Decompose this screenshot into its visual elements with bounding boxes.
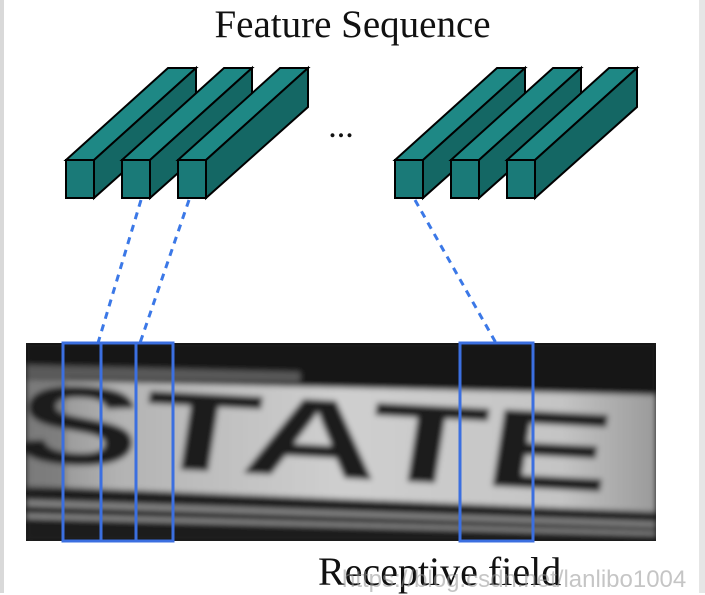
mapping-line-n [413, 199, 498, 344]
sign-lettering: STATE [4, 360, 623, 516]
right-edge-strip [699, 0, 705, 593]
feature-column-n-2 [392, 65, 528, 201]
mapping-line-2 [138, 199, 191, 344]
text-image: STATE [4, 343, 656, 541]
feature-column-n [504, 65, 640, 201]
feature-column-3 [175, 65, 311, 201]
receptive-field-box-3 [134, 341, 175, 543]
left-edge-strip [0, 0, 4, 593]
sequence-ellipsis: ... [328, 108, 354, 145]
receptive-field-box-n [458, 341, 535, 543]
mapping-line-1 [96, 199, 143, 344]
feature-column-1 [63, 65, 199, 201]
feature-column-n-1 [448, 65, 584, 201]
receptive-field-caption: Receptive field [318, 549, 562, 594]
feature-sequence-title: Feature Sequence [214, 3, 491, 46]
feature-column-2 [119, 65, 255, 201]
watermark: https://blog.csdn.net/lanlibo1004 [342, 566, 687, 593]
